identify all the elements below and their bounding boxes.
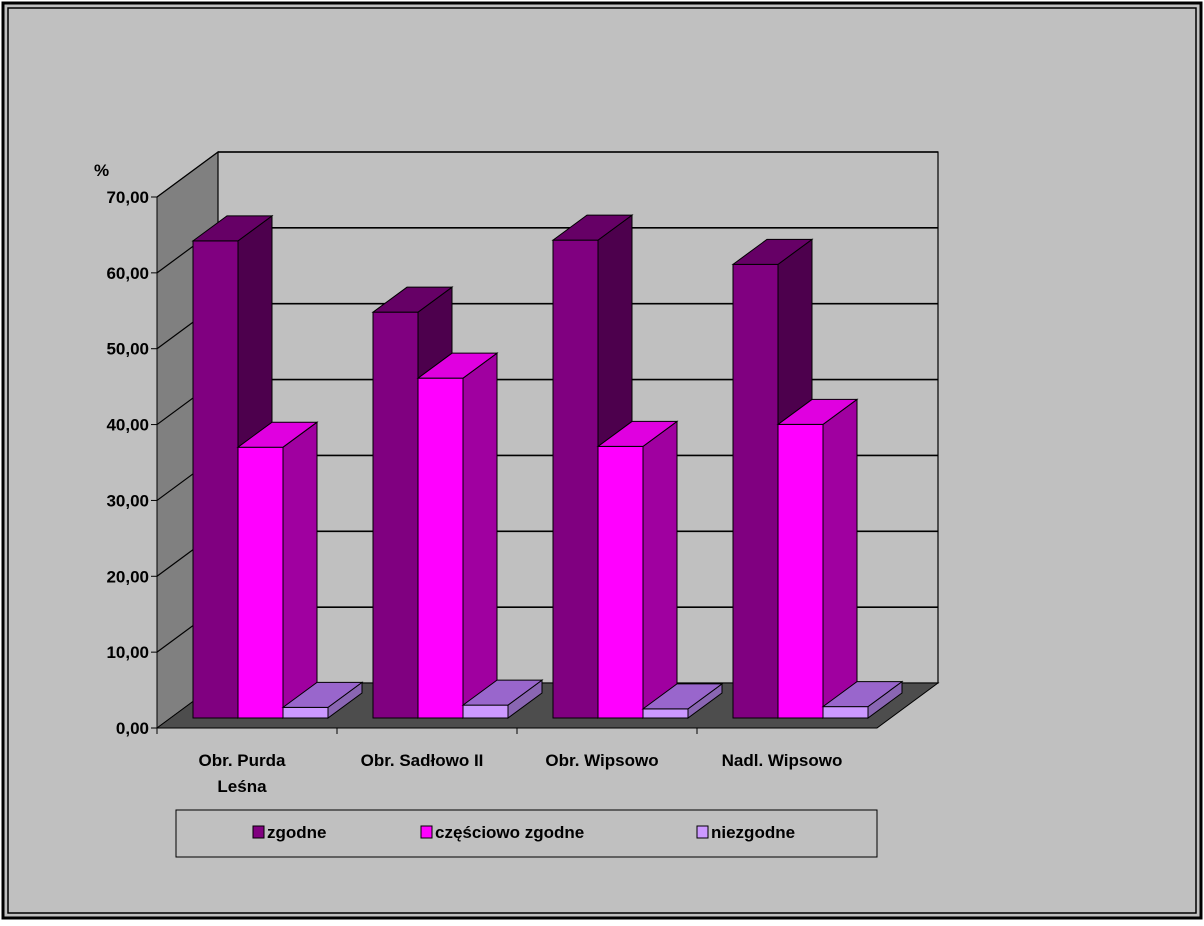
legend-box <box>175 809 878 858</box>
legend-label-0: zgodne <box>267 823 327 842</box>
bar-side <box>462 352 498 719</box>
bar-front <box>237 446 284 719</box>
bar-top <box>371 286 454 313</box>
bar-1-0 <box>236 421 319 719</box>
bar-side <box>282 421 318 719</box>
bar-front <box>642 708 689 719</box>
y-tick-label: 70,00 <box>106 188 149 207</box>
bar-front <box>417 377 464 719</box>
bar-top <box>731 238 814 265</box>
bar-top <box>641 683 724 710</box>
bar-top <box>551 214 634 241</box>
bar-front <box>552 239 599 719</box>
chart-area-inner-border <box>7 7 1197 914</box>
bar-front <box>822 706 869 719</box>
bar-1-3 <box>776 398 859 719</box>
bar-1-1 <box>416 352 499 719</box>
axis-layer: % 0,00 10,00 20,00 30,00 40,00 50,00 60,00 70,0… <box>94 161 877 796</box>
bar-side <box>822 398 858 719</box>
bar-front <box>192 240 239 719</box>
bar-front <box>282 706 329 719</box>
bar-side <box>642 420 678 719</box>
bar-top <box>821 681 904 708</box>
x-tick-label: Obr. Purda <box>199 751 286 770</box>
bar-top <box>416 352 499 379</box>
x-tick-label: Nadl. Wipsowo <box>722 751 843 770</box>
bar-front <box>462 704 509 719</box>
y-tick-label: 40,00 <box>106 416 149 435</box>
y-tick-label: 30,00 <box>106 491 149 510</box>
bar-2-3 <box>821 680 904 719</box>
x-tick-label: Leśna <box>217 777 267 796</box>
bar-front <box>597 445 644 719</box>
gridline-side <box>156 151 219 198</box>
y-tick-label: 60,00 <box>106 264 149 283</box>
legend-label-1: częściowo zgodne <box>435 823 584 842</box>
x-tick-label: Obr. Sadłowo II <box>361 751 484 770</box>
legend: zgodne częściowo zgodne niezgodne <box>175 809 878 858</box>
bar-top <box>776 398 859 425</box>
bar-front <box>732 263 779 719</box>
bar-front <box>372 311 419 719</box>
bar-top <box>281 681 364 708</box>
legend-swatch-0 <box>252 825 265 839</box>
y-tick-label: 0,00 <box>116 719 149 738</box>
bar-2-2 <box>641 682 724 719</box>
bar-top <box>461 679 544 706</box>
bar-top <box>596 420 679 447</box>
legend-swatch-1 <box>420 825 433 839</box>
bar-2-1 <box>461 679 544 719</box>
legend-swatch-2 <box>696 825 709 839</box>
bar-front <box>777 423 824 719</box>
bars-layer <box>191 214 904 719</box>
x-tick-label: Obr. Wipsowo <box>545 751 658 770</box>
bar-top <box>236 421 319 448</box>
y-tick-label: 20,00 <box>106 567 149 586</box>
y-axis-unit-label: % <box>94 161 109 180</box>
bar-1-2 <box>596 420 679 719</box>
legend-label-2: niezgodne <box>711 823 795 842</box>
y-tick-label: 10,00 <box>106 643 149 662</box>
bar-2-0 <box>281 681 364 719</box>
y-tick-label: 50,00 <box>106 340 149 359</box>
bar-top <box>191 215 274 242</box>
